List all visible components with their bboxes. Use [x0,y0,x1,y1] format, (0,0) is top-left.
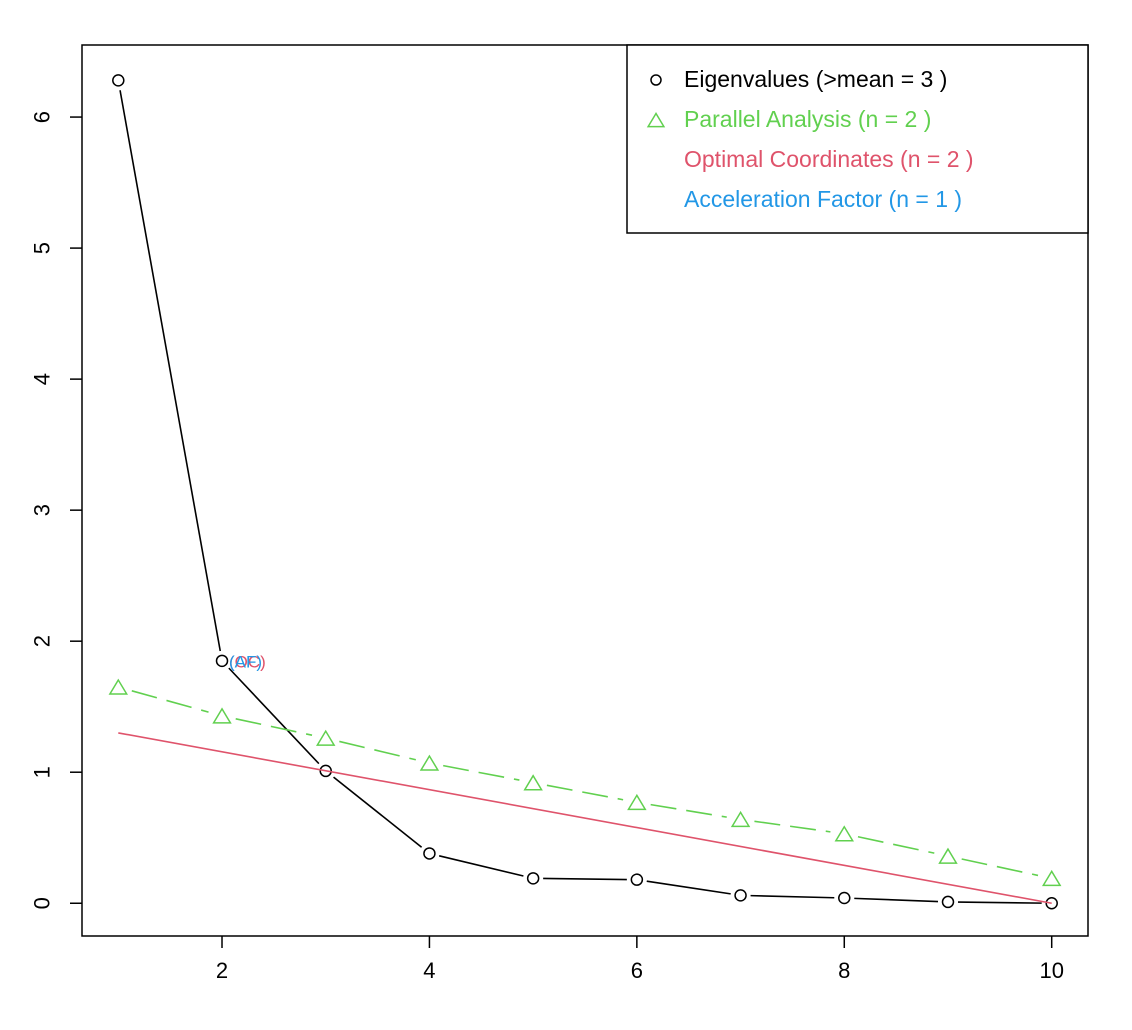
series-layer [108,74,1062,910]
legend-marker-circle [650,74,662,86]
annotation-label: (OC) [229,652,266,671]
plot-frame [81,44,1089,937]
data-point-circle [319,764,332,778]
data-point-circle [112,74,125,87]
y-tick-label: 0 [30,897,55,909]
data-point-triangle [730,810,751,828]
series-line-segment [118,732,1052,905]
data-point-triangle [108,678,129,695]
legend-box [626,44,1089,234]
x-tick-label: 6 [631,958,643,983]
series [108,678,1062,887]
series-line-segment [119,90,222,652]
series-line-segment [854,897,939,903]
data-point-triangle [834,825,855,842]
data-point-circle [838,891,851,905]
series-line-segment [438,855,524,877]
data-point-circle [941,895,955,909]
y-tick-label: 3 [30,504,55,516]
series-line-segment [228,667,320,765]
y-tick-label: 2 [30,635,55,647]
y-tick-label: 6 [30,111,55,123]
legend-entry: Optimal Coordinates (n = 2 ) [684,146,974,172]
series-line-segment [650,803,727,818]
data-point-triangle [212,707,232,724]
data-point-triangle [938,847,958,864]
data-point-triangle [419,754,440,771]
data-point-circle [734,889,747,902]
series-line-segment [235,718,313,736]
x-tick-label: 10 [1039,958,1063,983]
legend-entry: Eigenvalues (>mean = 3 ) [684,66,947,92]
series-line-segment [857,835,935,854]
series-line-segment [754,820,831,833]
x-tick-label: 2 [216,958,228,983]
x-tick-label: 4 [423,958,435,983]
legend-marker-triangle [646,112,666,128]
annotation-label: (AF) [229,652,262,671]
series-line-segment [443,764,520,781]
legend: Eigenvalues (>mean = 3 ) Parallel Analysi… [626,44,1089,234]
y-tick-label: 4 [30,373,55,385]
series-line-segment [546,784,624,801]
series [118,732,1052,905]
data-point-circle [215,654,229,668]
series-line-segment [961,858,1039,877]
data-point-triangle [1041,869,1062,887]
data-point-circle [630,873,644,886]
data-point-triangle [523,774,543,791]
series-line-segment [750,894,835,899]
data-point-triangle [627,793,647,811]
series-line-segment [333,776,423,848]
series-line-segment [131,690,209,713]
series-line-segment [646,880,731,895]
legend-entry: Acceleration Factor (n = 1 ) [684,186,962,212]
series-line-segment [543,877,627,881]
axes: 2 4 6 8 10 0 1 2 3 4 5 6 [30,111,1064,983]
data-point-circle [526,872,540,885]
y-tick-label: 1 [30,766,55,778]
x-tick-label: 8 [838,958,850,983]
y-tick-label: 5 [30,242,55,254]
series [112,74,1058,910]
data-point-circle [1045,896,1058,910]
data-point-triangle [315,729,336,746]
legend-entry: Parallel Analysis (n = 2 ) [684,106,931,132]
series-line-segment [339,740,417,761]
annotations: (OC)(AF) [229,652,266,671]
data-point-circle [423,847,436,860]
series-line-segment [957,901,1042,904]
